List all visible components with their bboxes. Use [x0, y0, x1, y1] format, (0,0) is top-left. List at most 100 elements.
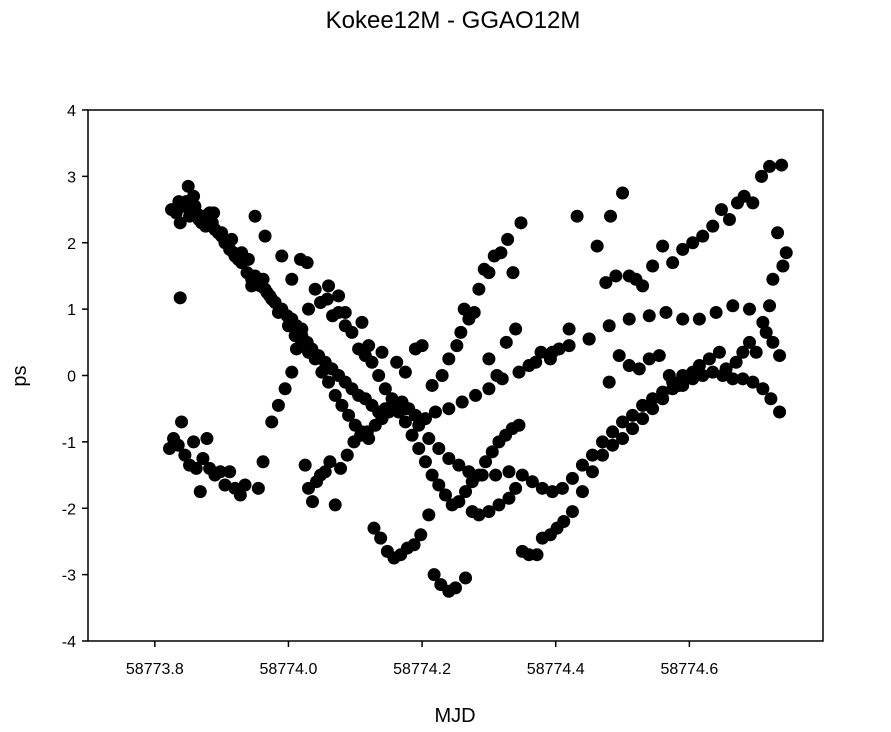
data-point	[552, 342, 566, 356]
x-tick-label: 58773.8	[126, 661, 184, 678]
data-point	[342, 408, 356, 422]
data-point	[362, 339, 376, 353]
data-point	[616, 186, 630, 200]
data-point	[449, 581, 462, 595]
data-point	[298, 458, 312, 472]
data-point	[616, 415, 630, 429]
data-point	[692, 359, 706, 373]
data-point	[763, 299, 777, 313]
data-point	[245, 279, 259, 293]
data-point	[543, 352, 557, 366]
data-point	[706, 219, 720, 233]
data-point	[590, 239, 604, 253]
data-point	[736, 345, 750, 359]
data-point	[281, 319, 295, 333]
y-tick-label: 0	[67, 369, 76, 386]
data-point	[372, 369, 386, 382]
data-point	[509, 322, 523, 336]
data-point	[702, 352, 716, 366]
data-point	[719, 362, 733, 376]
data-point	[656, 392, 670, 406]
data-point	[646, 402, 660, 416]
y-tick-label: -4	[62, 634, 76, 651]
data-point	[469, 388, 483, 402]
data-point	[218, 478, 232, 492]
data-point	[405, 428, 419, 442]
data-point	[743, 302, 756, 316]
data-point	[285, 365, 299, 379]
data-point	[457, 302, 471, 316]
data-point	[181, 179, 195, 193]
data-point	[582, 332, 596, 346]
data-point	[692, 312, 706, 326]
data-point	[746, 196, 760, 210]
data-point	[472, 282, 486, 296]
data-point	[606, 438, 620, 452]
data-point	[773, 405, 787, 419]
data-point	[759, 325, 773, 339]
data-point	[479, 455, 493, 469]
data-point	[315, 365, 329, 379]
data-point	[596, 435, 609, 449]
data-point	[308, 352, 322, 366]
data-point	[256, 455, 270, 469]
x-tick-label: 58774.2	[393, 661, 451, 678]
data-point	[428, 405, 442, 419]
data-point	[238, 478, 252, 492]
data-point	[626, 408, 640, 422]
data-point	[773, 349, 787, 363]
data-point	[499, 335, 513, 349]
data-point	[522, 359, 536, 373]
data-point	[714, 203, 728, 217]
y-axis: -4 -3 -2 -1 0 1 2 3 4	[62, 103, 88, 651]
data-point	[771, 226, 785, 240]
data-point	[775, 158, 789, 172]
data-point	[676, 242, 690, 256]
data-point	[562, 339, 576, 353]
data-point	[251, 481, 265, 495]
x-axis: 58773.8 58774.0 58774.2 58774.4 58774.6	[126, 641, 718, 678]
data-point	[756, 382, 770, 396]
data-point	[686, 236, 700, 250]
data-point	[755, 169, 769, 183]
data-point	[659, 305, 673, 319]
data-point	[575, 485, 589, 499]
data-point	[501, 232, 515, 246]
data-point	[467, 305, 481, 319]
data-point	[402, 402, 416, 416]
data-point	[187, 435, 201, 449]
data-point	[332, 289, 346, 303]
data-point	[736, 372, 750, 386]
data-point	[545, 485, 559, 499]
data-point	[442, 402, 456, 416]
data-point	[193, 485, 207, 499]
data-point	[602, 375, 616, 389]
data-point	[365, 355, 379, 369]
data-point	[432, 478, 446, 492]
data-point	[636, 398, 650, 412]
data-point	[696, 229, 710, 243]
data-point	[418, 455, 432, 469]
data-point	[682, 369, 696, 382]
data-point	[535, 481, 549, 495]
data-point	[642, 352, 656, 366]
data-point	[459, 571, 473, 585]
data-point	[178, 448, 192, 462]
data-point	[271, 305, 285, 319]
data-point	[722, 213, 736, 227]
data-point	[482, 382, 496, 396]
data-point	[173, 291, 187, 305]
data-point	[258, 229, 272, 243]
data-point	[706, 365, 720, 379]
data-point	[652, 349, 666, 363]
data-point	[225, 232, 239, 246]
data-point	[636, 279, 650, 293]
data-point	[502, 491, 516, 505]
data-point	[275, 249, 289, 263]
data-point	[285, 272, 299, 286]
data-point	[187, 189, 201, 203]
data-point	[602, 319, 616, 333]
data-point	[676, 312, 690, 326]
data-point	[585, 448, 599, 462]
